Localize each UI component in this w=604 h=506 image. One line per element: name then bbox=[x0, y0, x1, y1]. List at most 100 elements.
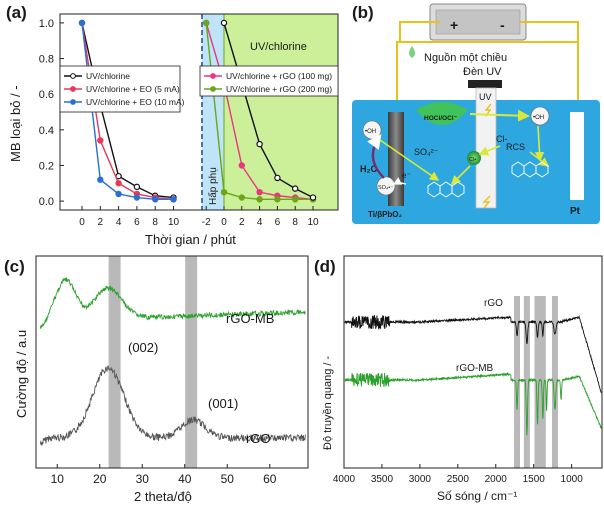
uv-lamp-label: Đèn UV bbox=[463, 66, 502, 78]
legend-marker bbox=[70, 86, 76, 92]
uv-lamp-cap bbox=[468, 80, 502, 88]
panel-label-b: (b) bbox=[352, 3, 374, 22]
highlight-band bbox=[534, 296, 541, 468]
annotation-002: (002) bbox=[128, 340, 158, 355]
uv-tube-label: UV bbox=[479, 92, 492, 102]
x-tick-label: 60 bbox=[263, 472, 277, 486]
so4-radical-icon bbox=[376, 176, 396, 196]
panel-a-xlabel: Thời gian / phút bbox=[145, 232, 236, 247]
x-tick-label: 8 bbox=[292, 217, 298, 228]
panel-label-a: (a) bbox=[6, 3, 27, 22]
series-4-point bbox=[202, 19, 210, 27]
adsorption-label: Hấp phụ bbox=[207, 167, 219, 205]
label-rgo-mb: rGO-MB bbox=[226, 311, 274, 326]
legend-entry: UV/chlorine + EO (10 mA) bbox=[86, 97, 185, 107]
legend-entry: UV/chlorine bbox=[86, 71, 130, 81]
label-rgo: rGO bbox=[246, 431, 271, 446]
y-tick-label: 0.0 bbox=[39, 196, 54, 208]
uv-region-label: UV/chlorine bbox=[250, 41, 307, 53]
uv-bolt-icon bbox=[484, 103, 492, 117]
series-4-point bbox=[220, 188, 228, 196]
oh-radical-icon-2 bbox=[530, 106, 550, 126]
x-tick-label: 6 bbox=[134, 217, 140, 228]
series-1-point bbox=[115, 180, 122, 187]
x-tick-label: 6 bbox=[275, 217, 281, 228]
series-uv-right-point bbox=[309, 194, 317, 201]
y-tick-label: 0.2 bbox=[39, 160, 54, 172]
panel-label-d: (d) bbox=[314, 257, 336, 276]
arrow-oh-to-mb bbox=[534, 125, 545, 162]
uv-bolt-icon-2 bbox=[482, 195, 491, 209]
mb-molecule-icon-2 bbox=[511, 161, 549, 178]
uv-region bbox=[224, 14, 338, 210]
oh-label-left: •OH bbox=[365, 129, 376, 135]
series-2-point bbox=[133, 194, 141, 201]
cathode-electrode bbox=[570, 112, 584, 200]
series-4-point bbox=[238, 194, 245, 201]
series-uv-right-point bbox=[274, 174, 281, 182]
x-tick-label: 2 bbox=[98, 217, 104, 228]
y-tick-label: 1.0 bbox=[39, 18, 54, 30]
power-plus: + bbox=[450, 17, 458, 33]
legend-entry: UV/chlorine + rGO (100 mg) bbox=[226, 71, 332, 81]
series-2-point bbox=[78, 19, 86, 27]
legend-marker bbox=[70, 99, 76, 105]
series-2-point bbox=[170, 196, 177, 203]
legend-marker bbox=[210, 73, 216, 79]
series-3-point bbox=[256, 188, 263, 196]
panel-c-ticks: 10 20 30 40 50 60 bbox=[51, 464, 277, 486]
hocl-leaf-icon bbox=[416, 102, 468, 125]
series-rgo-mb-ftir bbox=[344, 372, 602, 436]
anode-label: Ti/βPbO₂ bbox=[368, 210, 403, 219]
x-tick-label: 1500 bbox=[523, 474, 546, 485]
x-tick-label: 3500 bbox=[371, 474, 394, 485]
series-1-point bbox=[97, 137, 104, 144]
x-tick-label: 2 bbox=[239, 217, 245, 228]
highlight-band bbox=[514, 296, 521, 468]
series-4-point bbox=[256, 196, 263, 203]
series-rgo-ftir bbox=[344, 314, 602, 393]
wire-cathode bbox=[520, 21, 579, 112]
label-rgo-mb-ftir: rGO-MB bbox=[456, 363, 494, 374]
panel-d-xlabel: Số sóng / cm⁻¹ bbox=[437, 489, 517, 503]
highlight-band bbox=[108, 256, 121, 468]
panel-d-ylabel: Độ truyền quang / - bbox=[322, 355, 334, 450]
y-tick-label: 0.4 bbox=[39, 125, 54, 137]
y-tick-label: 0.8 bbox=[39, 54, 54, 66]
series-rgo-mb bbox=[39, 277, 306, 329]
y-tick-label: 0.6 bbox=[39, 89, 54, 101]
x-tick-label: 0 bbox=[79, 217, 85, 228]
series-2-point bbox=[151, 196, 159, 203]
series-uv-right-point bbox=[220, 19, 228, 27]
x-tick-label: 1000 bbox=[561, 474, 584, 485]
electrochemical-cell-schematic: + - Nguồn một chiều Đèn UV Ti/βPbO₂ Pt U… bbox=[352, 3, 600, 224]
legend-right: UV/chlorine + rGO (100 mg) UV/chlorine + … bbox=[199, 65, 339, 97]
highlight-band bbox=[185, 256, 198, 468]
power-minus: - bbox=[500, 17, 505, 33]
mb-molecule-icon bbox=[427, 181, 465, 198]
cl-radical-icon bbox=[467, 151, 481, 165]
rcs-label: RCS bbox=[506, 142, 525, 152]
arrow-to-mb-2 bbox=[450, 165, 471, 186]
oh-label-right: •OH bbox=[533, 115, 544, 121]
x-tick-label: 2000 bbox=[485, 474, 508, 485]
cl-rad-label: Cl• bbox=[469, 157, 476, 163]
series-4-point bbox=[274, 196, 281, 203]
x-tick-label: 4 bbox=[116, 217, 122, 228]
x-tick-label: -2 bbox=[202, 217, 211, 228]
series-uv-right-point bbox=[256, 140, 263, 148]
legend-entry: UV/chlorine + rGO (200 mg) bbox=[226, 84, 332, 94]
power-label: Nguồn một chiều bbox=[424, 52, 507, 64]
x-tick-label: 2500 bbox=[447, 474, 470, 485]
so4-rad-label: SO₄•⁻ bbox=[378, 185, 393, 191]
so4-label: SO₄²⁻ bbox=[414, 147, 439, 157]
x-tick-label: 40 bbox=[178, 472, 192, 486]
series-2-point bbox=[115, 190, 122, 198]
legend-left: UV/chlorine UV/chlorine + EO (5 mA) UV/chl… bbox=[59, 65, 185, 113]
panel-c-frame bbox=[35, 255, 309, 469]
arrow-cl-to-rcs bbox=[478, 145, 501, 156]
panel-a-ticks: 0.00.20.40.60.81.00 2 4 6 8 10 -2 0 2 4 6 8 10 bbox=[39, 18, 319, 228]
panel-c-xlabel: 2 theta/độ bbox=[134, 489, 192, 504]
x-tick-label: 10 bbox=[51, 472, 65, 486]
